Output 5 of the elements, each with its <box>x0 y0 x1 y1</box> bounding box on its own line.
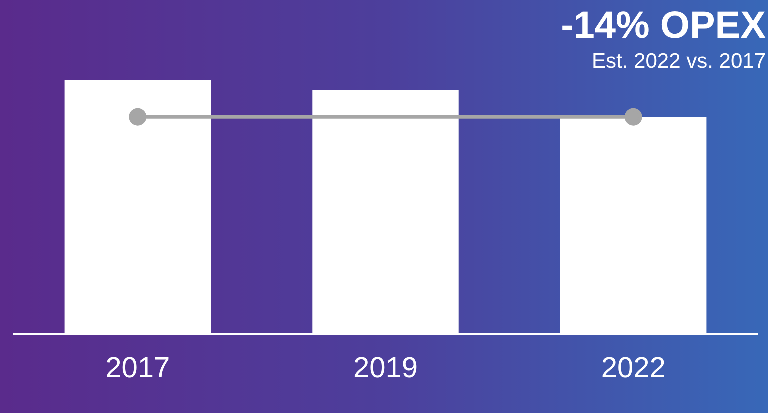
chart-title: -14% OPEX <box>561 5 766 47</box>
x-tick-label: 2017 <box>106 352 170 385</box>
chart-subtitle: Est. 2022 vs. 2017 <box>592 50 766 74</box>
x-tick-label: 2022 <box>601 352 666 385</box>
x-tick-label: 2019 <box>353 352 418 385</box>
